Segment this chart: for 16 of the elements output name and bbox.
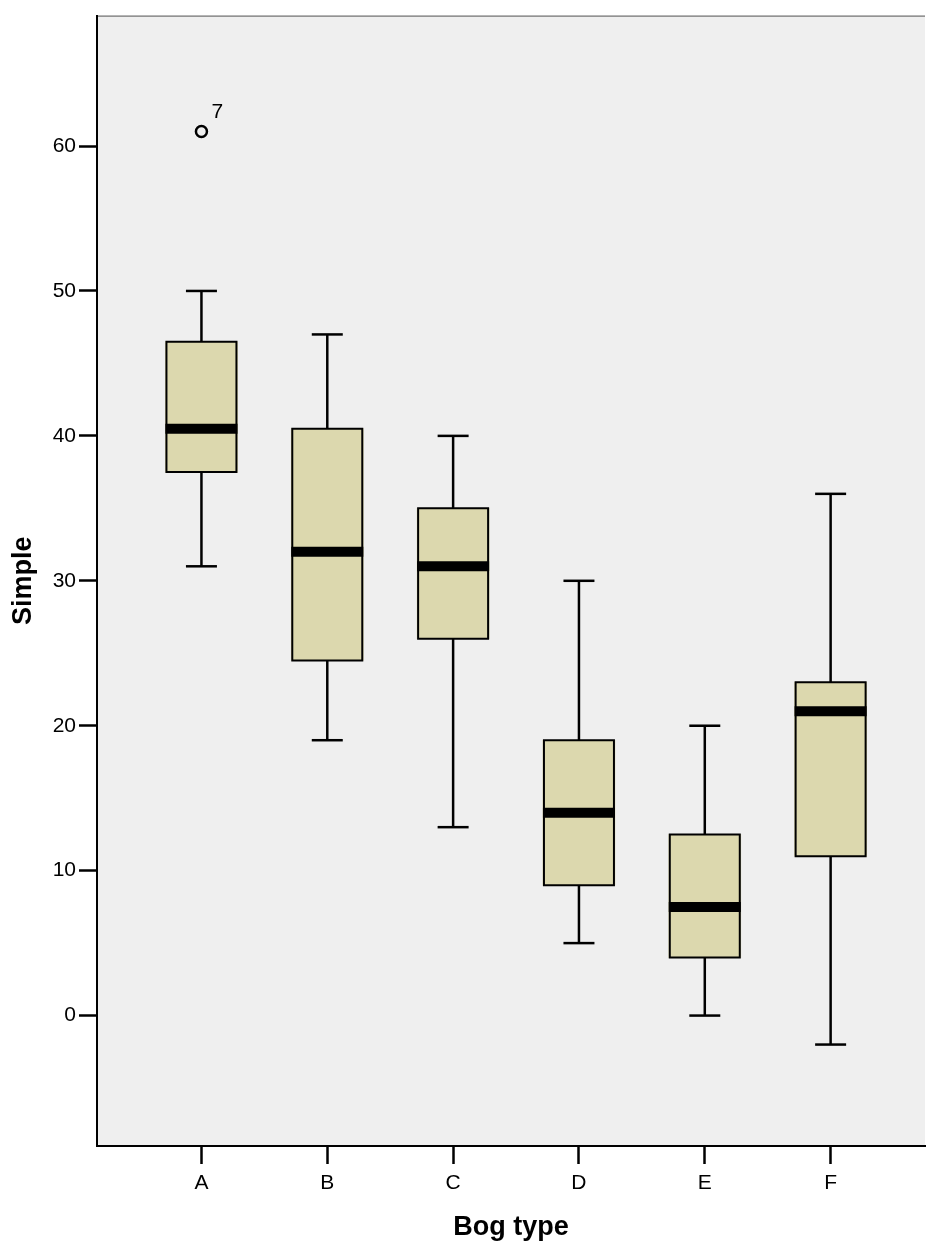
y-tick-label: 40 <box>52 422 76 446</box>
x-axis-title: Bog type <box>453 1211 569 1242</box>
y-axis-title: Simple <box>6 536 37 626</box>
x-tick-label: C <box>445 1170 461 1194</box>
y-tick-label: 60 <box>52 132 76 156</box>
y-tick-label: 50 <box>52 277 76 301</box>
x-tick-label: A <box>194 1170 209 1194</box>
y-tick-label: 10 <box>52 857 76 881</box>
y-tick-label: 20 <box>52 712 76 736</box>
annotation: 7 <box>211 98 224 122</box>
x-tick-label: B <box>320 1170 335 1194</box>
y-tick-label: 30 <box>52 567 76 591</box>
x-tick-label: E <box>697 1170 712 1194</box>
y-tick-label: 0 <box>64 1002 76 1026</box>
x-tick-label: D <box>571 1170 587 1194</box>
x-tick-label: F <box>824 1170 838 1194</box>
